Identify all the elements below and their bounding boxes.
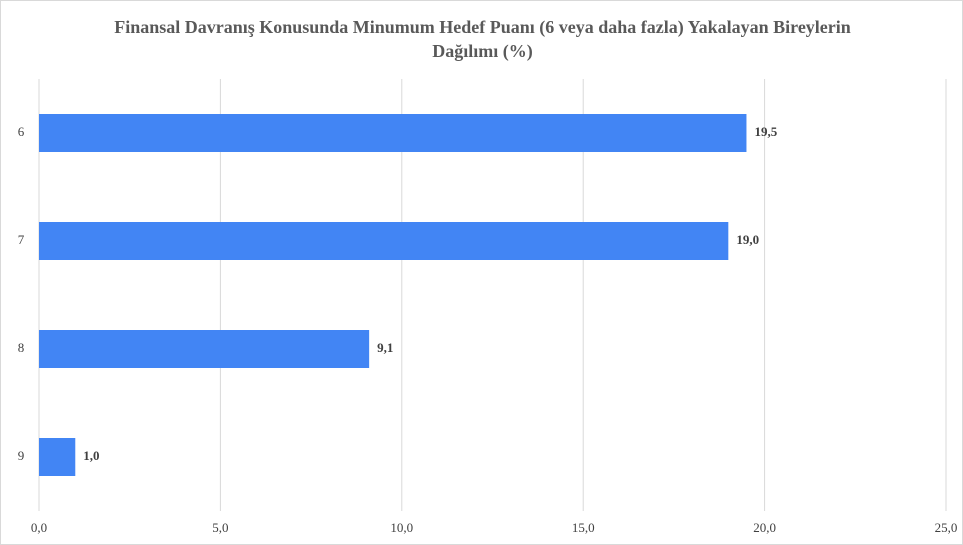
- x-tick-label: 10,0: [390, 520, 413, 535]
- y-tick-label: 7: [18, 232, 25, 247]
- x-tick-label: 20,0: [753, 520, 776, 535]
- bar: [39, 330, 370, 368]
- bar: [39, 222, 729, 260]
- x-tick-label: 5,0: [212, 520, 228, 535]
- x-tick-label: 15,0: [572, 520, 595, 535]
- chart-title: Finansal Davranış Konusunda Minumum Hede…: [114, 17, 851, 61]
- data-label: 1,0: [83, 448, 99, 463]
- data-label: 19,5: [754, 124, 777, 139]
- bar: [39, 438, 76, 476]
- x-tick-label: 25,0: [935, 520, 958, 535]
- y-tick-label: 9: [18, 448, 25, 463]
- data-label: 9,1: [377, 340, 393, 355]
- y-tick-label: 8: [18, 340, 25, 355]
- bar: [39, 114, 747, 152]
- y-tick-label: 6: [18, 124, 25, 139]
- x-tick-label: 0,0: [31, 520, 47, 535]
- data-label: 19,0: [736, 232, 759, 247]
